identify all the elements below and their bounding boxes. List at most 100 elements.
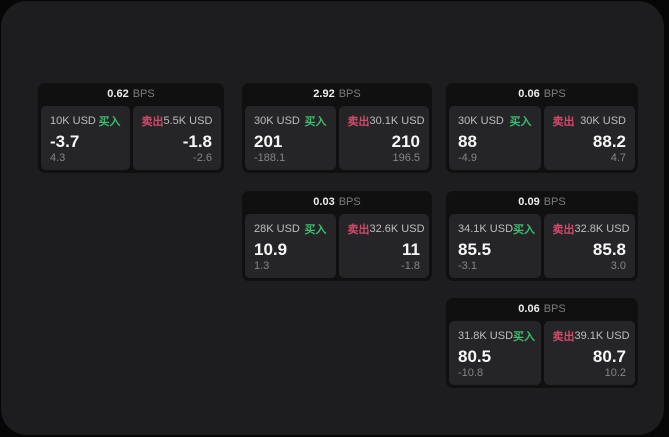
sell-price: 210 [391,132,420,151]
sell-price: 11 [402,240,420,259]
sell-label: 卖出 [347,116,370,128]
sell-top-row: 卖出 32.6K USD [347,221,425,237]
sell-price: 88.2 [592,132,626,151]
sell-panel[interactable]: 卖出 30K USD 88.2 4.7 [543,106,635,170]
bps-label: BPS [338,196,361,208]
sell-label: 卖出 [347,224,370,236]
sell-amount: 30.1K USD [369,115,425,127]
buy-amount: 31.8K USD [458,330,514,342]
sell-sub-value: 196.5 [392,152,420,164]
bps-value: 2.92 [313,88,335,100]
card-body: 30K USD 买入 88 -4.9 卖出 30K USD 88.2 4.7 [446,106,638,173]
buy-panel[interactable]: 30K USD 买入 88 -4.9 [449,106,541,170]
bps-label: BPS [543,88,566,100]
sell-top-row: 卖出 30K USD [553,113,627,129]
buy-amount: 30K USD [254,115,300,127]
sell-top-row: 卖出 30.1K USD [347,113,425,129]
card-body: 34.1K USD 买入 85.5 -3.1 卖出 32.8K USD 85.8… [446,214,638,281]
sell-price: 80.7 [592,347,626,366]
sell-top-row: 卖出 39.1K USD [552,328,630,344]
quote-card: 0.62 BPS 10K USD 买入 -3.7 4.3 卖出 5.5K USD… [38,83,224,173]
bps-value: 0.62 [107,88,129,100]
buy-panel[interactable]: 10K USD 买入 -3.7 4.3 [41,106,130,170]
sell-sub-value: 10.2 [604,367,626,379]
sell-panel[interactable]: 卖出 32.8K USD 85.8 3.0 [543,214,635,278]
buy-top-row: 28K USD 买入 [254,221,327,237]
sell-label: 卖出 [552,224,575,236]
sell-sub-value: 4.7 [610,152,626,164]
buy-sub-value: 1.3 [254,260,270,272]
bps-label: BPS [338,88,361,100]
sell-amount: 30K USD [580,115,626,127]
buy-amount: 28K USD [254,223,300,235]
sell-label: 卖出 [552,331,575,343]
buy-label: 买入 [304,224,327,236]
buy-amount: 34.1K USD [458,223,514,235]
buy-panel[interactable]: 34.1K USD 买入 85.5 -3.1 [449,214,541,278]
quote-card: 0.06 BPS 30K USD 买入 88 -4.9 卖出 30K USD 8… [446,83,638,173]
sell-amount: 32.8K USD [574,223,630,235]
buy-sub-value: -188.1 [254,152,286,164]
buy-sub-value: -10.8 [458,367,484,379]
sell-price: -1.8 [182,132,212,151]
sell-label: 卖出 [552,116,575,128]
buy-top-row: 30K USD 买入 [254,113,327,129]
buy-price: 80.5 [458,347,492,366]
sell-amount: 39.1K USD [574,330,630,342]
buy-top-row: 30K USD 买入 [458,113,532,129]
sell-panel[interactable]: 卖出 30.1K USD 210 196.5 [338,106,429,170]
buy-price: 85.5 [458,240,492,259]
card-header: 2.92 BPS [242,83,432,106]
bps-value: 0.06 [518,303,540,315]
sell-panel[interactable]: 卖出 39.1K USD 80.7 10.2 [543,321,635,385]
bps-value: 0.06 [518,88,540,100]
buy-panel[interactable]: 30K USD 买入 201 -188.1 [245,106,336,170]
sell-top-row: 卖出 32.8K USD [552,221,630,237]
buy-price: 88 [458,132,477,151]
sell-price: 85.8 [592,240,626,259]
buy-top-row: 34.1K USD 买入 [458,221,536,237]
card-header: 0.06 BPS [446,298,638,321]
buy-panel[interactable]: 28K USD 买入 10.9 1.3 [245,214,336,278]
card-body: 30K USD 买入 201 -188.1 卖出 30.1K USD 210 1… [242,106,432,173]
buy-top-row: 31.8K USD 买入 [458,328,536,344]
card-header: 0.09 BPS [446,191,638,214]
buy-label: 买入 [509,116,532,128]
quote-card: 0.06 BPS 31.8K USD 买入 80.5 -10.8 卖出 39.1… [446,298,638,388]
card-body: 10K USD 买入 -3.7 4.3 卖出 5.5K USD -1.8 -2.… [38,106,224,173]
quote-card: 2.92 BPS 30K USD 买入 201 -188.1 卖出 30.1K … [242,83,432,173]
sell-amount: 5.5K USD [163,115,213,127]
buy-sub-value: 4.3 [50,152,66,164]
bps-value: 0.03 [313,196,335,208]
buy-label: 买入 [513,331,536,343]
card-body: 31.8K USD 买入 80.5 -10.8 卖出 39.1K USD 80.… [446,321,638,388]
sell-amount: 32.6K USD [369,223,425,235]
sell-sub-value: 3.0 [610,260,626,272]
buy-label: 买入 [98,116,121,128]
buy-price: 201 [254,132,283,151]
card-body: 28K USD 买入 10.9 1.3 卖出 32.6K USD 11 -1.8 [242,214,432,281]
quote-card: 0.09 BPS 34.1K USD 买入 85.5 -3.1 卖出 32.8K… [446,191,638,281]
sell-top-row: 卖出 5.5K USD [142,113,213,129]
bps-value: 0.09 [518,196,540,208]
buy-amount: 30K USD [458,115,504,127]
bps-label: BPS [543,303,566,315]
sell-label: 卖出 [141,116,164,128]
sell-sub-value: -1.8 [401,260,420,272]
quote-card: 0.03 BPS 28K USD 买入 10.9 1.3 卖出 32.6K US… [242,191,432,281]
buy-price: -3.7 [50,132,80,151]
sell-panel[interactable]: 卖出 5.5K USD -1.8 -2.6 [132,106,221,170]
buy-label: 买入 [513,224,536,236]
buy-panel[interactable]: 31.8K USD 买入 80.5 -10.8 [449,321,541,385]
sell-panel[interactable]: 卖出 32.6K USD 11 -1.8 [338,214,429,278]
buy-sub-value: -3.1 [458,260,477,272]
bps-label: BPS [132,88,155,100]
buy-sub-value: -4.9 [458,152,477,164]
buy-top-row: 10K USD 买入 [50,113,121,129]
buy-amount: 10K USD [50,115,96,127]
card-header: 0.62 BPS [38,83,224,106]
card-header: 0.03 BPS [242,191,432,214]
bps-label: BPS [543,196,566,208]
buy-price: 10.9 [254,240,288,259]
sell-sub-value: -2.6 [193,152,212,164]
